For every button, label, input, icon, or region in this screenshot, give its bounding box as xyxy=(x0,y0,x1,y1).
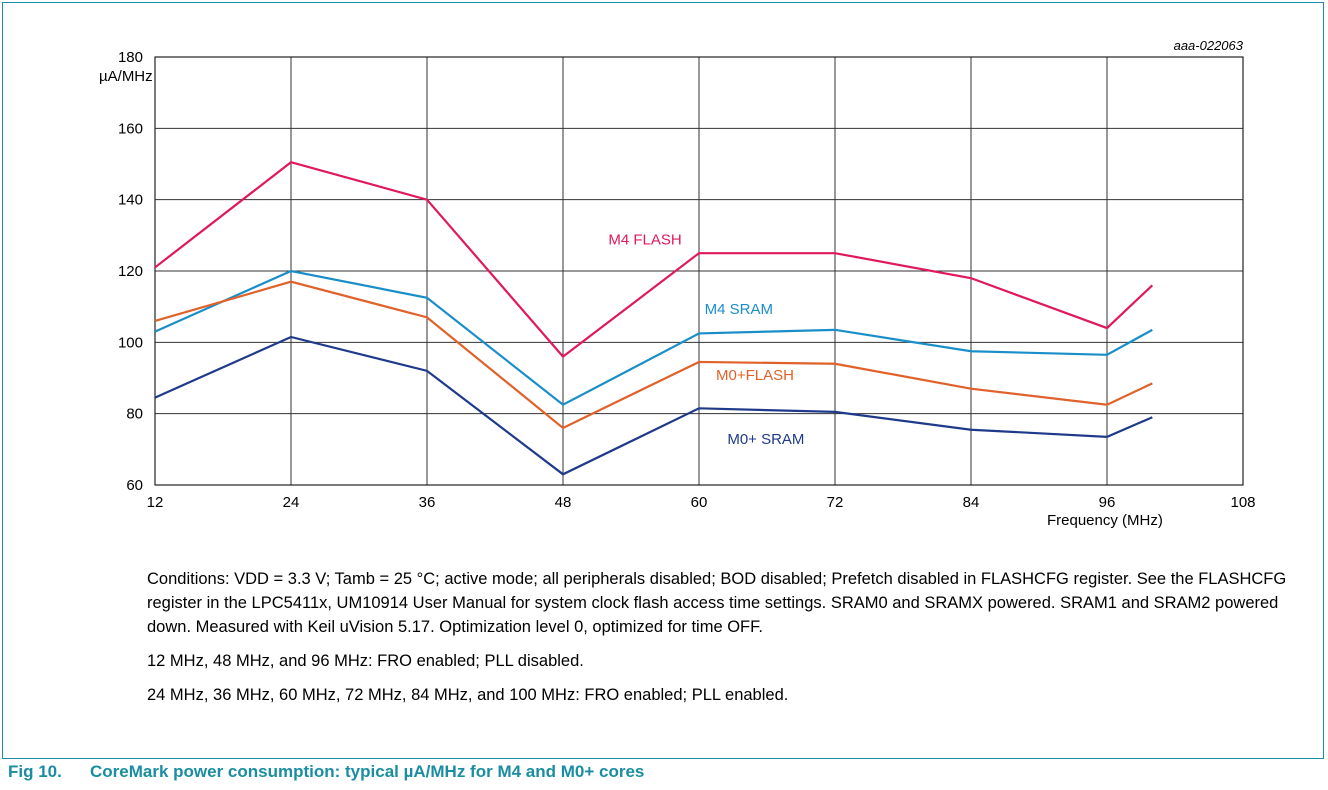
figure-number: Fig 10. xyxy=(8,762,62,781)
figure-id-label: aaa-022063 xyxy=(1174,38,1244,53)
y-tick-label: 140 xyxy=(118,192,143,209)
series-line xyxy=(154,161,1154,359)
x-tick-label: 84 xyxy=(963,494,980,511)
series-line xyxy=(154,335,1153,476)
chart-series xyxy=(154,161,1154,476)
figure-frame xyxy=(2,2,1324,759)
series-label: M4 SRAM xyxy=(705,301,773,318)
y-axis-label: µA/MHz xyxy=(99,68,153,85)
x-tick-label: 36 xyxy=(419,494,436,511)
x-tick-label: 60 xyxy=(691,494,708,511)
y-tick-label: 80 xyxy=(126,406,143,423)
series-label: M0+FLASH xyxy=(716,367,794,384)
chart-axes: 12 24 36 48 60 72 84 96 108 60 80 100 120 140 160 180 µA… xyxy=(99,38,1256,529)
x-tick-label: 24 xyxy=(283,494,300,511)
y-tick-label: 160 xyxy=(118,120,143,137)
x-axis-label: Frequency (MHz) xyxy=(1047,512,1163,529)
y-tick-label: 60 xyxy=(126,477,143,494)
series-label: M0+ SRAM xyxy=(727,431,804,448)
series-label: M4 FLASH xyxy=(608,231,681,248)
figure-notes: Conditions: VDD = 3.3 V; Tamb = 25 °C; a… xyxy=(147,567,1297,717)
pll-disabled-note: 12 MHz, 48 MHz, and 96 MHz: FRO enabled;… xyxy=(147,652,584,670)
pll-enabled-note: 24 MHz, 36 MHz, 60 MHz, 72 MHz, 84 MHz, … xyxy=(147,686,789,704)
x-tick-label: 96 xyxy=(1099,494,1116,511)
figure-title: CoreMark power consumption: typical µA/M… xyxy=(90,762,645,781)
series-line xyxy=(154,280,1153,430)
y-tick-label: 180 xyxy=(118,49,143,66)
y-tick-label: 100 xyxy=(118,334,143,351)
series-line xyxy=(154,269,1153,407)
x-tick-label: 48 xyxy=(555,494,572,511)
chart-labels: M4 FLASH M4 SRAM M0+FLASH M0+ SRAM xyxy=(608,231,804,448)
figure-caption: Fig 10. CoreMark power consumption: typic… xyxy=(8,762,644,782)
chart-grid xyxy=(154,56,1244,486)
x-tick-label: 108 xyxy=(1230,494,1255,511)
plot-area-border xyxy=(154,56,1244,486)
line-chart: 12 24 36 48 60 72 84 96 108 60 80 100 120 140 160 180 µA… xyxy=(99,38,1256,529)
x-tick-label: 72 xyxy=(827,494,844,511)
x-tick-label: 12 xyxy=(147,494,164,511)
y-tick-label: 120 xyxy=(118,263,143,280)
conditions-note: Conditions: VDD = 3.3 V; Tamb = 25 °C; a… xyxy=(147,570,1287,636)
